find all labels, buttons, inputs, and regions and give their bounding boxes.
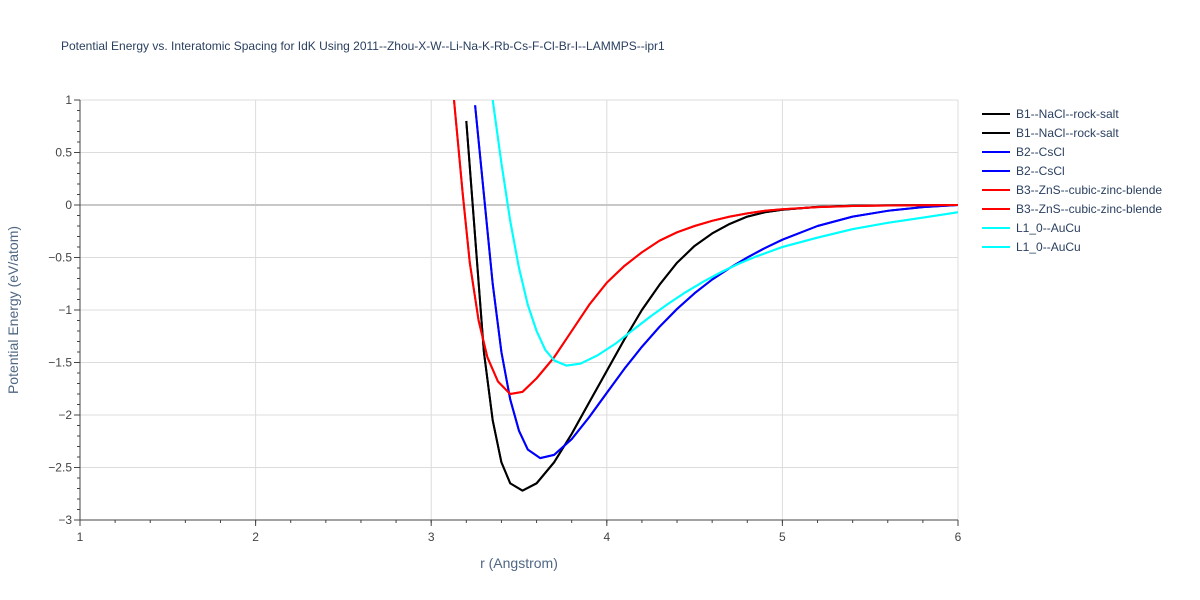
y-tick-label: −1.5 [48,356,72,370]
x-axis-title: r (Angstrom) [480,555,558,571]
y-tick-label: −3 [58,513,72,527]
y-tick-label: −1 [58,303,72,317]
legend-label: L1_0--AuCu [1016,221,1081,235]
series-line [474,105,958,460]
x-tick-labels: 1 2 3 4 5 6 [77,530,962,544]
series-line [465,120,958,492]
x-tick-label: 2 [252,530,259,544]
series-line [474,105,958,460]
series-line [491,100,958,367]
legend-label: L1_0--AuCu [1016,240,1081,254]
chart-title: Potential Energy vs. Interatomic Spacing… [61,39,665,53]
legend-label: B2--CsCl [1016,145,1065,159]
legend-label: B3--ZnS--cubic-zinc-blende [1016,202,1162,216]
x-tick-label: 1 [77,530,84,544]
axes [74,99,959,526]
y-axis-title: Potential Energy (eV/atom) [5,226,21,394]
y-tick-label: 0.5 [55,146,72,160]
legend-label: B2--CsCl [1016,164,1065,178]
y-tick-label: −0.5 [48,251,72,265]
series-line [453,100,958,395]
y-tick-label: −2.5 [48,461,72,475]
legend: B1--NaCl--rock-salt B1--NaCl--rock-salt B2… [982,107,1162,254]
legend-label: B1--NaCl--rock-salt [1016,107,1119,121]
series-line [453,100,958,395]
grid-lines [80,99,959,520]
series-layer [453,100,958,492]
legend-label: B3--ZnS--cubic-zinc-blende [1016,183,1162,197]
x-tick-label: 6 [955,530,962,544]
series-line [491,100,958,367]
x-tick-label: 3 [428,530,435,544]
x-tick-label: 4 [603,530,610,544]
y-tick-label: 1 [65,93,72,107]
x-tick-label: 5 [779,530,786,544]
y-tick-label: −2 [58,408,72,422]
y-tick-label: 0 [65,198,72,212]
y-tick-labels: 1 0.5 0 −0.5 −1 −1.5 −2 −2.5 −3 [48,93,72,527]
series-line [465,120,958,492]
legend-label: B1--NaCl--rock-salt [1016,126,1119,140]
